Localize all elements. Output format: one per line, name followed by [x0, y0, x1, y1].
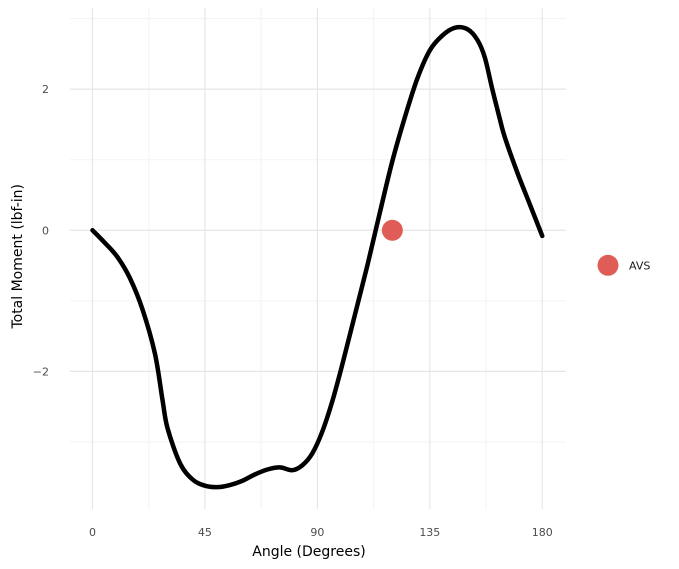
x-tick-label: 45: [198, 526, 212, 539]
y-tick-label: 2: [42, 83, 49, 96]
y-tick-label: 0: [42, 224, 49, 237]
legend-avs-swatch: [597, 254, 619, 276]
legend-avs-label: AVS: [629, 259, 650, 272]
y-axis-title: Total Moment (lbf-in): [10, 184, 26, 330]
x-axis-title: Angle (Degrees): [252, 544, 365, 560]
x-tick-label: 90: [310, 526, 324, 539]
moment-curve-line: [90, 24, 545, 490]
x-tick-label: 135: [419, 526, 440, 539]
y-tick-label: −2: [33, 365, 49, 378]
x-tick-label: 180: [532, 526, 553, 539]
avs-point-marker: [381, 219, 403, 241]
x-tick-label: 0: [89, 526, 96, 539]
